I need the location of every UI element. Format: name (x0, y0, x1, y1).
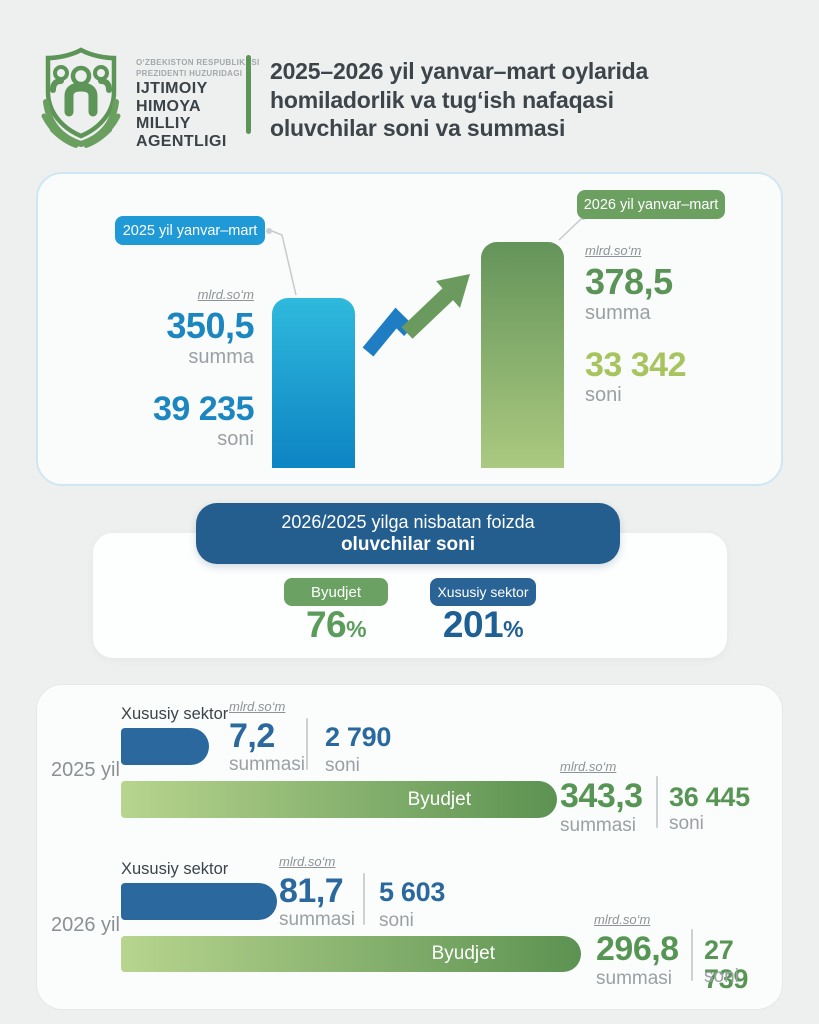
stats-2025: mlrd.so‘m 350,5 summa 39 235 soni (96, 286, 255, 451)
percent-sign: % (503, 616, 524, 642)
summasi-label: summasi (229, 754, 306, 775)
soni-label: soni (704, 966, 739, 987)
year-label-2026: 2026 yil (51, 914, 120, 936)
divider (363, 873, 365, 925)
budget-summa-2026: 296,8 (596, 930, 679, 968)
budget-soni-2026: 27 739 (704, 935, 749, 994)
bar-private-2025 (121, 728, 209, 765)
xususiy-sektor-pill: Xususiy sektor (430, 578, 536, 606)
byudjet-percent-value: 76% (305, 604, 367, 645)
percent-sign: % (346, 616, 367, 642)
divider (656, 776, 658, 828)
private-summa-2026: 81,7 (279, 872, 344, 910)
private-sector-label-2025: Xususiy sektor (121, 705, 229, 723)
bar-budget-2025: Byudjet (121, 781, 557, 818)
unit-label: mlrd.so‘m (197, 287, 254, 302)
divider (306, 718, 308, 770)
byudjet-bar-label: Byudjet (407, 788, 471, 810)
page-title: 2025–2026 yil yanvar–mart oylarida homil… (270, 58, 649, 141)
budget-soni-2025: 36 445 (669, 782, 750, 812)
unit-label: mlrd.so‘m (594, 912, 651, 927)
private-sector-label-2026: Xususiy sektor (121, 860, 229, 878)
private-soni-2025: 2 790 (325, 722, 392, 752)
summasi-label: summasi (279, 909, 356, 930)
org-subtitle: O‘ZBEKISTON RESPUBLIKASI PREZIDENTI HUZU… (136, 58, 260, 78)
summa-value-2025: 350,5 (166, 305, 254, 346)
unit-label: mlrd.so‘m (279, 854, 336, 869)
summasi-label: summasi (560, 815, 637, 836)
sector-breakdown-card: Xususiy sektor mlrd.so‘m 7,2 summasi 2 7… (36, 684, 783, 1010)
budget-summa-2025: 343,3 (560, 777, 643, 815)
byudjet-pill: Byudjet (284, 578, 388, 606)
divider (691, 929, 693, 981)
soni-label: soni (585, 384, 622, 406)
bar-2025-vertical (272, 298, 355, 468)
soni-label: soni (669, 813, 704, 834)
percent-card-title: 2026/2025 yilga nisbatan foizda oluvchil… (196, 503, 620, 564)
bar-budget-2026: Byudjet (121, 936, 581, 972)
badge-2025-yanvar-mart: 2025 yil yanvar–mart (115, 216, 265, 245)
percent-title-line2: oluvchilar soni (340, 534, 476, 555)
soni-label: soni (379, 910, 414, 931)
unit-label: mlrd.so‘m (560, 759, 617, 774)
year-label-2025: 2025 yil (51, 759, 120, 781)
summa-label: summa (585, 302, 651, 324)
private-summa-2025: 7,2 (229, 717, 275, 755)
bar-private-2026 (121, 883, 277, 920)
growth-arrow-icon (362, 274, 470, 357)
org-name: IJTIMOIY HIMOYA MILLIY AGENTLIGI (136, 80, 227, 150)
header-divider (246, 55, 251, 134)
private-soni-2026: 5 603 (379, 877, 446, 907)
unit-label: mlrd.so‘m (229, 699, 286, 714)
byudjet-bar-label: Byudjet (431, 943, 495, 964)
summa-label: summa (188, 346, 254, 368)
stats-2026: mlrd.so‘m 378,5 summa 33 342 soni (585, 242, 755, 407)
soni-value-2026: 33 342 (585, 346, 687, 384)
summasi-label: summasi (596, 968, 673, 989)
unit-label: mlrd.so‘m (585, 243, 642, 258)
yearly-comparison-card: 2025 yil yanvar–mart 2026 yil yanvar–mar… (36, 172, 783, 486)
xususiy-percent-value: 201% (442, 604, 524, 645)
soni-label: soni (325, 755, 360, 776)
percent-title-line1: 2026/2025 yilga nisbatan foizda (281, 512, 535, 532)
bar-2026-vertical (481, 242, 564, 468)
soni-label: soni (217, 428, 254, 450)
soni-value-2025: 39 235 (153, 390, 255, 428)
summa-value-2026: 378,5 (585, 261, 673, 302)
badge-2026-yanvar-mart: 2026 yil yanvar–mart (577, 190, 725, 219)
agency-logo-icon (41, 47, 121, 148)
